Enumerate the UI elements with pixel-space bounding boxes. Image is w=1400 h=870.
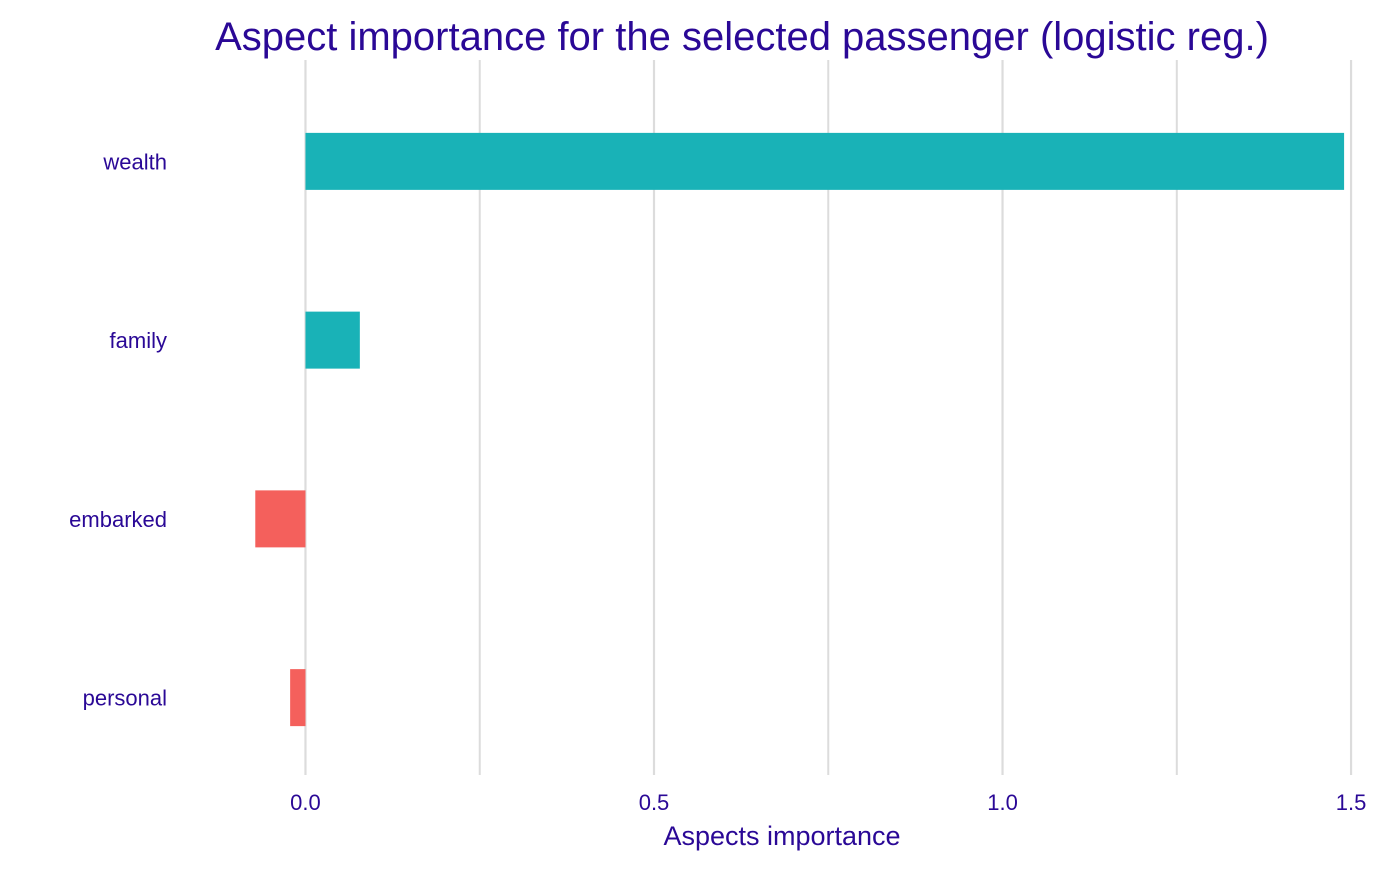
chart-title: Aspect importance for the selected passe… [215, 15, 1269, 59]
bar-family [305, 311, 360, 369]
x-tick-label: 1.5 [1336, 790, 1367, 815]
y-tick-label: wealth [102, 149, 167, 174]
bar-wealth [305, 132, 1345, 190]
bar-layer [255, 132, 1345, 727]
label-layer: 0.0 0.5 1.0 1.5 wealth family embarked personal [69, 149, 1366, 815]
x-tick-label: 0.5 [639, 790, 670, 815]
x-axis-title: Aspects importance [663, 821, 900, 851]
y-tick-label: embarked [69, 507, 167, 532]
y-tick-label: family [110, 328, 167, 353]
x-tick-label: 1.0 [987, 790, 1018, 815]
x-tick-label: 0.0 [290, 790, 321, 815]
bar-personal [290, 669, 306, 727]
y-tick-label: personal [83, 686, 167, 711]
bar-embarked [255, 490, 306, 548]
